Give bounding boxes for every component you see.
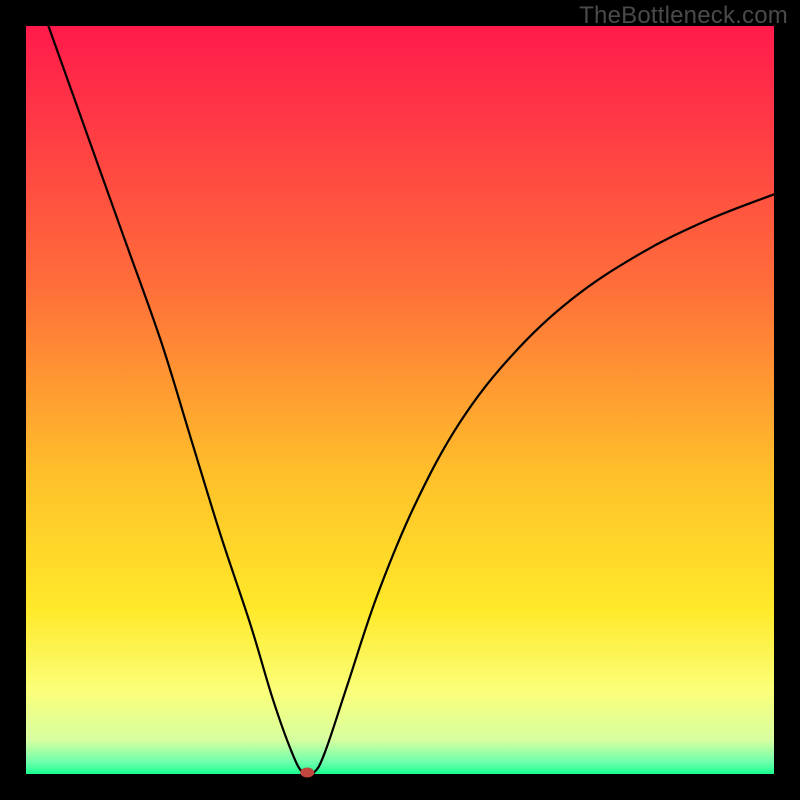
chart-frame: TheBottleneck.com xyxy=(0,0,800,800)
watermark-text: TheBottleneck.com xyxy=(579,2,788,30)
optimal-marker-icon xyxy=(300,768,314,778)
bottleneck-chart xyxy=(0,0,800,800)
plot-background xyxy=(26,26,774,774)
